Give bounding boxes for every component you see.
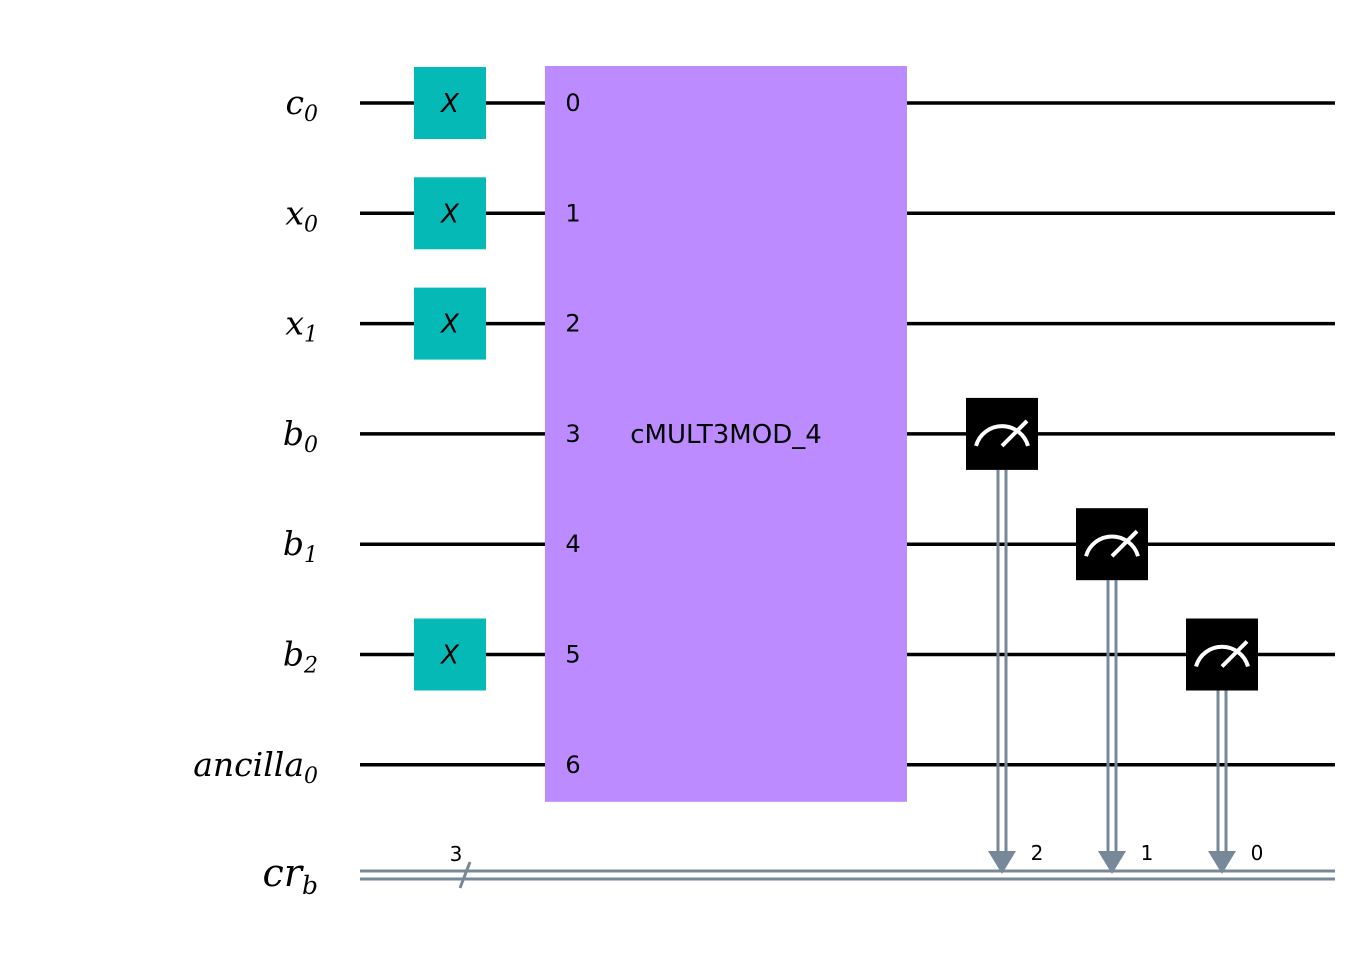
x-gate-3 [414,618,486,691]
measure-gate-0 [966,397,1038,470]
measure-gate-1 [1076,508,1148,581]
qubit-label-1: x0 [285,193,318,237]
classical-register-label: crb [263,851,318,900]
measure-bit-index: 1 [1141,841,1154,865]
measure-bit-index: 2 [1031,841,1044,865]
qubit-label-subscript: 0 [304,212,318,237]
qubit-label-subscript: 0 [304,764,318,789]
qubit-label-name: b [283,524,304,563]
x-gate-2 [414,287,486,360]
x-gate-label: X [439,89,460,119]
qubit-label-2: x1 [285,304,318,348]
qubit-label-name: ancilla [193,745,304,784]
classical-bus-width: 3 [450,842,463,866]
meter-needle [1110,529,1139,558]
meter-needle [1000,419,1029,448]
qubit-label-3: b0 [283,414,318,458]
block-port-index: 6 [565,751,580,779]
x-gate-1 [414,177,486,250]
measure-arrow-icon [1098,851,1126,874]
cmult-block [545,66,907,802]
qubit-label-name: b [283,414,304,453]
block-port-index: 3 [565,420,580,448]
meter-needle [1220,640,1249,668]
block-port-index: 5 [565,641,580,669]
qubit-label-subscript: 1 [304,323,318,348]
qubit-label-6: ancilla0 [193,745,318,789]
measure-bit-index: 0 [1251,841,1264,865]
qubit-label-name: b [283,635,304,674]
qubit-label-name: x [285,304,304,343]
qubit-label-0: c0 [286,83,318,127]
qubit-label-name: x [285,193,304,232]
classical-register-subscript: b [302,871,318,900]
measure-box [1076,508,1148,581]
x-gate-label: X [439,641,460,671]
qubit-label-name: c [286,83,304,122]
meter-icon [1084,529,1140,558]
x-gate-label: X [439,310,460,340]
classical-register-name: cr [263,851,305,895]
classical-bus-slash [458,861,472,889]
block-port-index: 1 [565,199,580,227]
qubit-label-subscript: 0 [304,102,318,127]
meter-arc [1084,534,1140,557]
qubit-label-4: b1 [283,524,318,568]
meter-icon [1194,640,1250,668]
meter-icon [974,419,1030,448]
qubit-label-subscript: 0 [304,433,318,458]
qubit-label-subscript: 2 [303,654,318,679]
block-name: cMULT3MOD_4 [630,420,822,450]
measure-arrow-icon [1208,851,1236,874]
x-gate-label: X [439,199,460,229]
qubit-label-5: b2 [283,635,318,679]
block-port-index: 4 [565,530,580,558]
x-gate-0 [414,67,486,139]
block-port-index: 2 [565,310,580,338]
block-port-index: 0 [565,89,580,117]
meter-arc [1194,644,1250,668]
measure-box [1186,618,1258,691]
measure-box [966,397,1038,470]
measure-gate-2 [1186,618,1258,691]
measure-arrow-icon [988,851,1016,874]
qubit-label-subscript: 1 [304,543,318,568]
meter-arc [974,424,1030,447]
